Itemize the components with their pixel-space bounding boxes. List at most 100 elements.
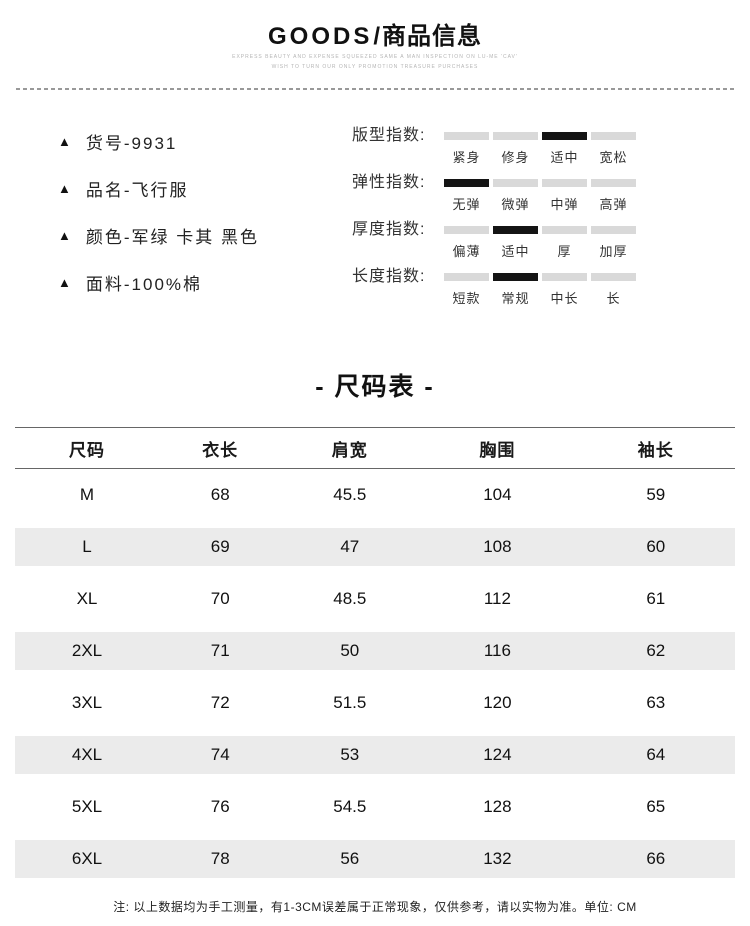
index-scale: 紧身 修身 适中 宽松	[444, 127, 636, 166]
index-bar	[542, 179, 587, 187]
size-table-cell: 4XL	[15, 728, 159, 781]
index-option: 中弹	[542, 174, 587, 213]
index-bar	[493, 132, 538, 140]
size-table-cell: M	[79, 484, 95, 504]
index-option: 加厚	[591, 221, 636, 260]
size-table-cell: 64	[576, 728, 735, 781]
index-option: 适中	[493, 221, 538, 260]
size-table-cell: 104	[483, 484, 512, 504]
size-table-cell: 48.5	[333, 588, 367, 608]
page-title-en: GOODS	[267, 23, 373, 50]
index-option-label: 厚	[557, 244, 572, 259]
size-table-cell: 70	[210, 588, 230, 608]
index-option-label: 加厚	[599, 244, 628, 259]
index-option-label: 中长	[550, 291, 579, 306]
size-table-cell: 120	[483, 692, 512, 712]
index-bar	[542, 226, 587, 234]
size-table-cell: L	[15, 520, 159, 573]
index-bar	[542, 273, 587, 281]
index-option: 偏薄	[444, 221, 489, 260]
size-table-cell: 116	[418, 624, 577, 677]
size-table-cell: 78	[159, 832, 282, 885]
size-table-header-row: 尺码 衣长 肩宽 胸围 袖长	[15, 427, 735, 469]
size-table-column-header: 肩宽	[281, 427, 419, 469]
index-bar-active	[493, 226, 538, 234]
size-table-cell: 68	[210, 484, 230, 504]
index-label: 弹性指数:	[352, 174, 426, 191]
index-option-label: 适中	[501, 244, 530, 259]
product-detail-item: ▲ 面料-100%棉	[58, 267, 352, 297]
size-table-cell: 47	[281, 520, 419, 573]
size-table-cell: 76	[210, 796, 230, 816]
page-header: GOODS/商品信息 EXPRESS BEAUTY AND EXPENSE SQ…	[0, 0, 750, 71]
size-table-cell: 45.5	[333, 484, 367, 504]
size-table-cell: XL	[76, 588, 98, 608]
index-option-label: 修身	[501, 150, 530, 165]
index-option: 长	[591, 268, 636, 307]
size-table-cell: 72	[210, 692, 230, 712]
page-title-slash: /	[373, 23, 381, 50]
size-table-cell: 66	[576, 832, 735, 885]
index-bar	[591, 226, 636, 234]
index-option-label: 宽松	[599, 150, 628, 165]
size-table-cell: 51.5	[333, 692, 367, 712]
size-table-row: XL 70 48.5 112 61	[15, 573, 735, 625]
size-table-column-header: 衣长	[159, 427, 282, 469]
size-table-row: 2XL 71 50 116 62	[15, 624, 735, 677]
index-row: 弹性指数: 无弹 微弹 中弹 高弹	[352, 174, 750, 221]
size-table-cell: 59	[646, 484, 666, 504]
tagline-line-2: WISH TO TURN OUR ONLY PROMOTION TREASURE…	[271, 64, 479, 70]
product-detail-text: 颜色-军绿 卡其 黑色	[85, 227, 259, 247]
index-option: 常规	[493, 268, 538, 307]
index-option: 适中	[542, 127, 587, 166]
size-table-cell: 128	[483, 796, 512, 816]
size-table-column-header: 胸围	[418, 427, 577, 469]
size-table-title: - 尺码表 -	[315, 373, 435, 401]
product-detail-item: ▲ 品名-飞行服	[58, 173, 352, 203]
index-label: 长度指数:	[352, 268, 426, 285]
page-title-cn: 商品信息	[382, 23, 482, 50]
index-bar	[493, 179, 538, 187]
index-bar	[591, 273, 636, 281]
index-option: 厚	[542, 221, 587, 260]
index-scale: 短款 常规 中长 长	[444, 268, 636, 307]
index-option-label: 高弹	[599, 197, 628, 212]
size-table-cell: 71	[159, 624, 282, 677]
index-label: 版型指数:	[352, 127, 426, 144]
size-table-head: 尺码 衣长 肩宽 胸围 袖长	[15, 427, 735, 469]
product-detail-item: ▲ 颜色-军绿 卡其 黑色	[58, 220, 352, 250]
size-table-row: 3XL 72 51.5 120 63	[15, 677, 735, 729]
index-option-label: 适中	[550, 150, 579, 165]
index-bar-active	[542, 132, 587, 140]
product-detail-item: ▲ 货号-9931	[58, 126, 352, 156]
size-table-cell: 65	[646, 796, 666, 816]
size-table-cell: 69	[159, 520, 282, 573]
index-scale: 偏薄 适中 厚 加厚	[444, 221, 636, 260]
size-table-cell: 6XL	[15, 832, 159, 885]
index-option: 修身	[493, 127, 538, 166]
size-table-cell: 53	[281, 728, 419, 781]
index-option-label: 微弹	[501, 197, 530, 212]
size-table-cell: 61	[646, 588, 666, 608]
index-row: 长度指数: 短款 常规 中长 长	[352, 268, 750, 315]
index-bar	[444, 273, 489, 281]
size-table-cell: 108	[418, 520, 577, 573]
index-option: 微弹	[493, 174, 538, 213]
index-bar-active	[444, 179, 489, 187]
index-option: 无弹	[444, 174, 489, 213]
size-table-cell: 62	[576, 624, 735, 677]
triangle-bullet-icon: ▲	[58, 180, 71, 196]
product-detail-text: 面料-100%棉	[85, 274, 203, 294]
size-table-cell: 3XL	[71, 692, 103, 712]
size-table-column-header: 袖长	[576, 427, 735, 469]
size-table-cell: 124	[418, 728, 577, 781]
size-table-column-header: 尺码	[15, 427, 159, 469]
size-table-cell: 132	[418, 832, 577, 885]
size-table-row: 6XL 78 56 132 66	[15, 832, 735, 885]
index-label: 厚度指数:	[352, 221, 426, 238]
size-table-cell: 56	[281, 832, 419, 885]
size-table-cell: 5XL	[71, 796, 103, 816]
size-table-cell: 50	[281, 624, 419, 677]
product-detail-text: 品名-飞行服	[85, 180, 189, 200]
size-table-cell: 74	[159, 728, 282, 781]
